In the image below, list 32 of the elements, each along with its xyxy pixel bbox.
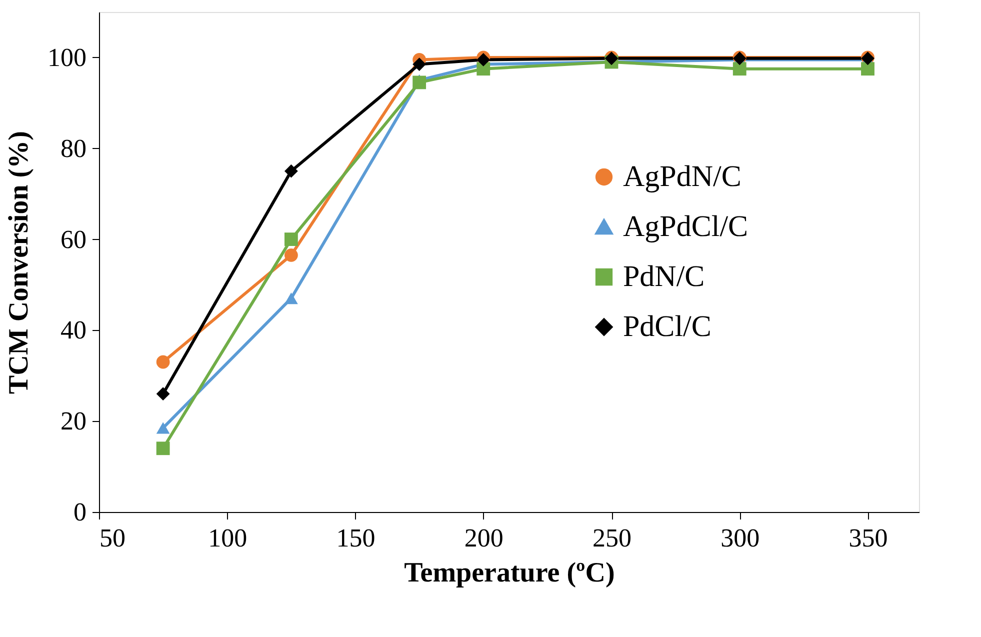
point [284, 232, 298, 246]
x-tick-label: 50 [100, 524, 126, 552]
y-tick-label: 0 [74, 498, 86, 526]
point [412, 58, 426, 71]
x-axis-title: Temperature (ºC) [404, 558, 615, 588]
point [732, 62, 746, 76]
legend-label: AgPdN/C [623, 160, 742, 193]
x-tick-label: 100 [208, 524, 248, 552]
legend-label: PdCl/C [623, 310, 712, 343]
point [284, 248, 298, 262]
point [861, 62, 874, 76]
point [476, 53, 490, 66]
y-tick-label: 100 [48, 42, 86, 72]
x-tick-label: 250 [592, 524, 632, 552]
point [156, 387, 170, 401]
y-tick-label: 40 [60, 316, 86, 345]
y-tick-label: 20 [60, 406, 86, 436]
y-tick-label: 60 [60, 224, 86, 254]
point [412, 76, 426, 90]
point [284, 292, 298, 304]
point [284, 164, 298, 178]
x-tick-label: 300 [720, 524, 760, 552]
y-axis-title: TCM Conversion (%) [4, 131, 34, 394]
point [156, 355, 170, 369]
point [156, 422, 170, 434]
legend-label: PdN/C [623, 260, 705, 293]
x-tick-label: 150 [336, 524, 376, 552]
legend-label: AgPdCl/C [623, 210, 748, 243]
x-tick-label: 350 [848, 524, 888, 552]
x-tick-label: 200 [464, 524, 504, 552]
point [156, 442, 170, 456]
y-tick-label: 80 [60, 134, 86, 163]
